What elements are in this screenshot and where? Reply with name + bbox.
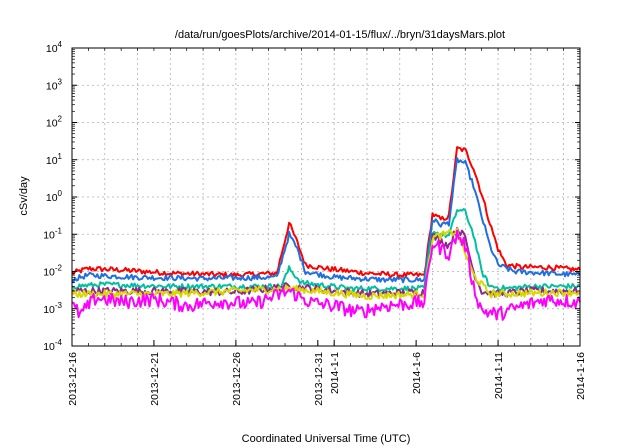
y-tick-exponent: 3 [58,77,63,86]
y-tick-base: 10 [46,118,58,130]
series-line-3 [71,208,581,292]
x-tick-label: 2013-12-26 [231,352,243,406]
y-tick-label: 10-4 [43,338,62,353]
series-line-6 [71,229,581,321]
y-tick-exponent: 2 [58,115,63,124]
x-tick-label: 2014-1-1 [329,352,341,394]
series-line-5 [71,227,581,301]
x-tick-label: 2014-1-16 [575,352,587,400]
y-tick-exponent: -3 [55,301,63,310]
y-tick-exponent: 0 [58,189,63,198]
y-tick-label: 102 [46,115,63,130]
y-tick-base: 10 [46,43,58,55]
y-tick-exponent: -1 [55,226,63,235]
x-tick-label: 2014-1-6 [411,352,423,394]
axes [71,47,581,347]
series-lines [71,146,581,321]
y-tick-base: 10 [43,229,55,241]
y-tick-label: 104 [46,40,63,55]
y-tick-label: 10-3 [43,301,62,316]
y-tick-base: 10 [46,80,58,92]
y-tick-exponent: -2 [55,264,63,273]
chart-title: /data/run/goesPlots/archive/2014-01-15/f… [175,29,505,41]
y-tick-exponent: 4 [58,40,63,49]
y-tick-base: 10 [46,155,58,167]
y-tick-base: 10 [46,192,58,204]
x-tick-labels: 2013-12-16 2013-12-21 2013-12-26 2013-12-31… [67,352,587,406]
y-tick-exponent: 1 [58,152,63,161]
y-tick-label: 10-1 [43,226,62,241]
y-axis-label: cSv/day [18,176,30,216]
y-tick-label: 103 [46,77,63,92]
y-tick-label: 100 [46,189,63,204]
y-tick-label: 10-2 [43,264,62,279]
x-tick-label: 2014-1-11 [493,352,505,399]
y-tick-exponent: -4 [55,338,63,347]
y-tick-base: 10 [43,304,55,316]
series-line-2 [71,157,581,284]
x-tick-label: 2013-12-21 [149,352,161,406]
x-axis-label: Coordinated Universal Time (UTC) [242,433,411,445]
y-tick-label: 101 [46,152,63,167]
y-tick-base: 10 [43,341,55,353]
y-tick-base: 10 [43,267,55,279]
x-tick-label: 2013-12-16 [67,352,79,406]
series-line-1 [71,146,581,279]
x-tick-label: 2013-12-31 [313,352,325,406]
